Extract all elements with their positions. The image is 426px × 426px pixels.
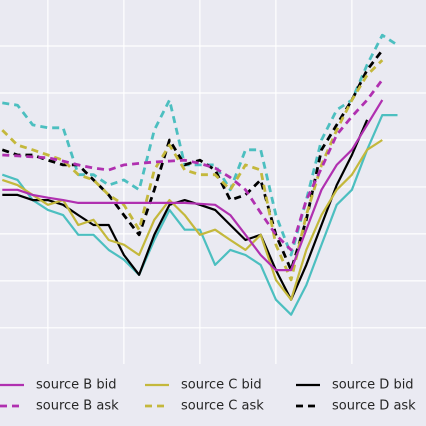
ask-line (2, 78, 384, 252)
bid-line (2, 99, 384, 272)
ask-line (1, 49, 384, 272)
legend: source B bid source B ask source C bid sour… (0, 364, 426, 426)
bid-line (2, 119, 369, 301)
legend-label: source D ask (332, 399, 416, 414)
bid-line (1, 139, 383, 301)
bid-line (1, 114, 398, 316)
legend-label: source C ask (181, 399, 264, 414)
legend-label: source B bid (36, 378, 116, 393)
legend-label: source D bid (332, 378, 414, 393)
ask-line (2, 33, 399, 257)
legend-label: source B ask (36, 399, 119, 414)
legend-box (0, 364, 426, 426)
legend-label: source C bid (181, 378, 262, 393)
lines (1, 33, 399, 316)
